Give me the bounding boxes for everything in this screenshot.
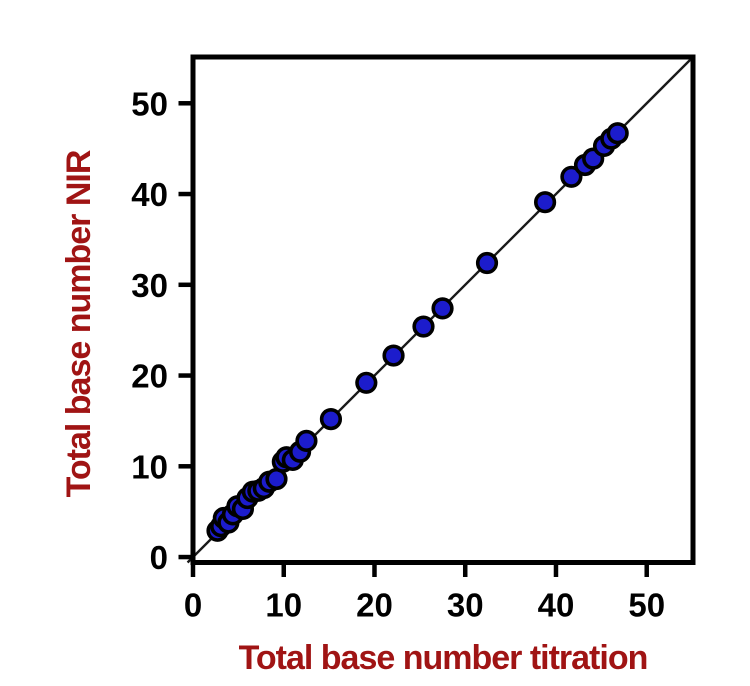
x-tick-label: 20 xyxy=(356,587,393,624)
y-tick-label: 10 xyxy=(131,448,168,485)
x-tick-label: 40 xyxy=(538,587,575,624)
x-tick-label: 0 xyxy=(184,587,202,624)
y-tick-label: 40 xyxy=(131,176,168,213)
data-point xyxy=(606,122,629,145)
x-axis-title: Total base number titration xyxy=(239,639,648,677)
y-tick-label: 20 xyxy=(131,358,168,395)
plot-generated-layer: 0 10 20 30 40 50 0 10 20 30 40 50 xyxy=(131,54,696,624)
data-point xyxy=(382,344,405,367)
x-tick-label: 30 xyxy=(447,587,484,624)
data-point xyxy=(319,408,343,431)
x-tick-label: 50 xyxy=(628,587,665,624)
data-point xyxy=(412,315,435,338)
data-point xyxy=(431,297,454,320)
y-tick-label: 0 xyxy=(150,539,168,576)
y-tick-label: 50 xyxy=(131,85,168,122)
x-tick-label: 10 xyxy=(265,587,302,624)
data-point xyxy=(560,165,583,188)
data-point xyxy=(355,371,378,394)
data-point xyxy=(295,429,318,452)
data-point xyxy=(475,251,499,275)
plot-frame xyxy=(190,54,696,565)
y-axis-title: Total base number NIR xyxy=(60,150,98,497)
y-tick-label: 30 xyxy=(131,267,168,304)
data-point xyxy=(533,191,557,214)
